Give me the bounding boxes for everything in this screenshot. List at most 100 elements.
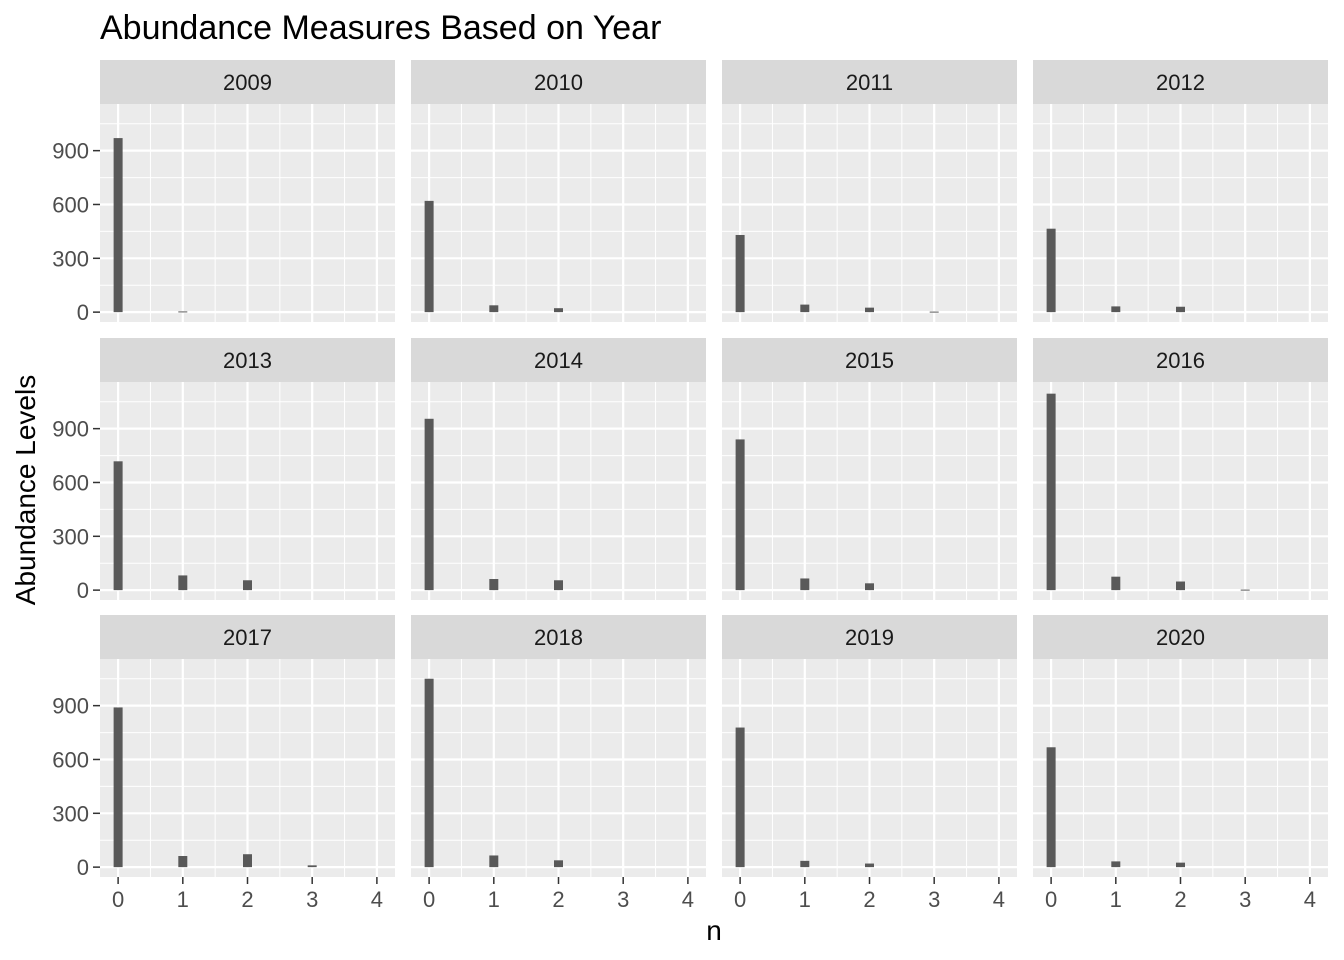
facet-strip [1033, 60, 1328, 104]
x-tick-label: 0 [423, 887, 435, 912]
bar [424, 418, 434, 591]
bar [1111, 861, 1121, 868]
facet-panel-2017: 2017 0 300 600 900 0 1 2 3 4 [52, 615, 395, 912]
y-axis-title: Abundance Levels [10, 375, 41, 605]
bar [1046, 747, 1056, 868]
facet-strip [100, 615, 395, 659]
bar [178, 311, 188, 313]
bar [1111, 576, 1121, 591]
bar [1176, 581, 1185, 591]
bar [735, 727, 745, 868]
y-tick-label: 0 [77, 300, 89, 325]
facet-strip-label: 2013 [223, 348, 272, 373]
x-tick-label: 2 [552, 887, 564, 912]
bar [800, 304, 810, 313]
facet-strip-label: 2019 [845, 625, 894, 650]
facet-strip-label: 2018 [534, 625, 583, 650]
facet-strip [1033, 615, 1328, 659]
bar [113, 461, 123, 591]
y-tick-label: 600 [52, 470, 89, 495]
x-tick-label: 1 [177, 887, 189, 912]
bar [554, 580, 563, 591]
bar [243, 580, 252, 591]
x-tick-label: 2 [1174, 887, 1186, 912]
facet-strip-label: 2011 [846, 70, 893, 95]
facet-strip [411, 60, 706, 104]
y-tick-label: 900 [52, 417, 89, 442]
facet-strip-label: 2017 [223, 625, 272, 650]
bar [865, 863, 874, 868]
y-tick-label: 300 [52, 246, 89, 271]
bar [307, 865, 317, 868]
y-tick-label: 900 [52, 139, 89, 164]
x-tick-label: 4 [371, 887, 383, 912]
facet-panel-2020: 2020 0 1 2 3 4 [1033, 615, 1328, 912]
facet-panel-2010: 2010 [411, 60, 706, 322]
facet-strip-label: 2012 [1156, 70, 1205, 95]
bar [929, 311, 939, 313]
bar [424, 200, 434, 313]
facet-strip [100, 338, 395, 382]
bar [489, 305, 499, 313]
chart-title: Abundance Measures Based on Year [100, 9, 661, 47]
facet-strip [411, 338, 706, 382]
facet-panel-2013: 2013 0 300 600 900 [52, 338, 395, 603]
facet-strip-label: 2016 [1156, 348, 1205, 373]
x-tick-label: 3 [928, 887, 940, 912]
bar [489, 579, 499, 591]
x-tick-label: 0 [112, 887, 124, 912]
facet-panel-2018: 2018 0 1 2 3 4 [411, 615, 706, 912]
y-tick-label: 900 [52, 694, 89, 719]
bar [865, 307, 874, 313]
bar [800, 578, 810, 591]
facet-panel-2016: 2016 [1033, 338, 1328, 600]
facet-strip-label: 2010 [534, 70, 583, 95]
x-tick-label: 3 [306, 887, 318, 912]
y-tick-label: 600 [52, 192, 89, 217]
y-tick-label: 0 [77, 855, 89, 880]
facet-strip-label: 2015 [845, 348, 894, 373]
x-tick-label: 2 [863, 887, 875, 912]
facet-strip [100, 60, 395, 104]
bar [735, 234, 745, 313]
bar [178, 856, 188, 868]
y-tick-label: 300 [52, 524, 89, 549]
y-tick-label: 300 [52, 801, 89, 826]
x-tick-label: 1 [488, 887, 500, 912]
bar [554, 308, 563, 313]
facet-strip [722, 338, 1017, 382]
bar [1111, 306, 1121, 313]
x-tick-label: 0 [734, 887, 746, 912]
bar [424, 678, 434, 868]
x-tick-label: 2 [241, 887, 253, 912]
bar [735, 439, 745, 591]
x-tick-label: 3 [1239, 887, 1251, 912]
facet-panel-2015: 2015 [722, 338, 1017, 600]
x-tick-label: 4 [993, 887, 1005, 912]
facet-strip [722, 60, 1017, 104]
bar [113, 138, 123, 313]
facet-strip [1033, 338, 1328, 382]
x-tick-label: 1 [1110, 887, 1122, 912]
y-tick-label: 0 [77, 578, 89, 603]
facet-strip [411, 615, 706, 659]
bar [178, 575, 188, 591]
bar [1240, 589, 1250, 591]
facet-strip-label: 2020 [1156, 625, 1205, 650]
facet-strip-label: 2009 [223, 70, 272, 95]
facet-panel-2019: 2019 0 1 2 3 4 [722, 615, 1017, 912]
facet-panel-2014: 2014 [411, 338, 706, 600]
bar [554, 860, 563, 868]
x-tick-label: 1 [799, 887, 811, 912]
x-tick-label: 4 [682, 887, 694, 912]
x-axis-title: n [706, 915, 722, 946]
facet-strip-label: 2014 [534, 348, 583, 373]
bar [1176, 306, 1185, 313]
bar [1046, 393, 1056, 591]
x-tick-label: 4 [1304, 887, 1316, 912]
facet-panel-2012: 2012 [1033, 60, 1328, 322]
bar [800, 860, 810, 868]
y-tick-label: 600 [52, 747, 89, 772]
